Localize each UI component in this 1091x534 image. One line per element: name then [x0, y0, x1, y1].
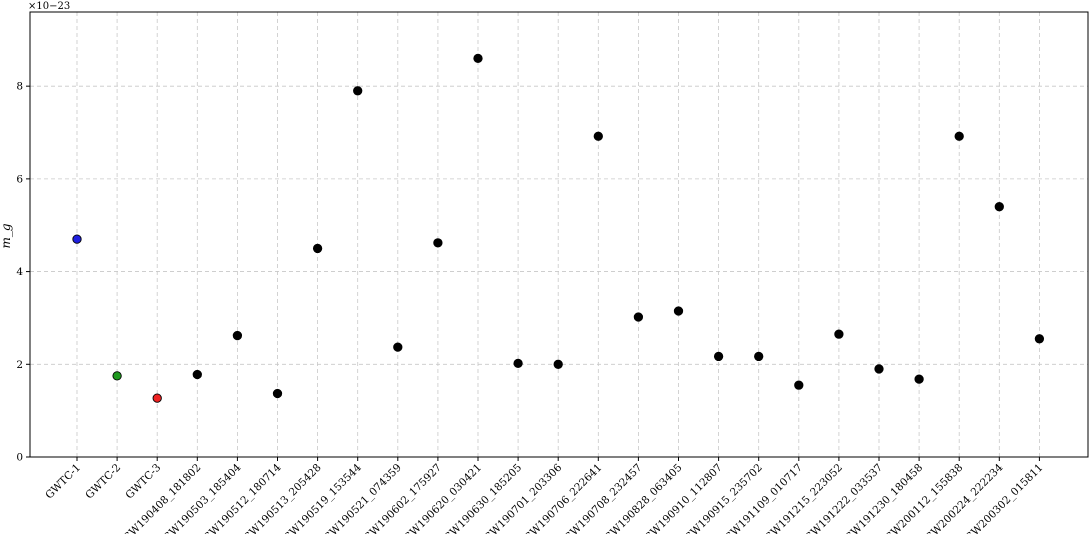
y-tick-label: 0	[16, 452, 23, 464]
data-point	[994, 202, 1004, 212]
y-axis: 0 2 4 6 8	[16, 81, 30, 464]
data-point	[794, 380, 804, 390]
y-tick-label: 2	[16, 359, 23, 371]
data-point	[433, 238, 443, 248]
data-point	[513, 358, 523, 369]
grid	[30, 12, 1088, 458]
x-tick-label: GWTC-3	[123, 462, 163, 502]
data-point	[192, 369, 202, 380]
data-point	[112, 371, 122, 381]
data-point	[713, 351, 724, 362]
data-point	[593, 131, 603, 141]
data-point	[673, 306, 684, 316]
data-point	[72, 234, 82, 244]
y-tick-label: 8	[16, 81, 23, 93]
data-point	[754, 351, 764, 362]
y-axis-label: m_g	[0, 223, 13, 248]
data-point	[1034, 334, 1045, 344]
data-point	[834, 329, 844, 339]
data-point	[393, 342, 403, 352]
y-tick-label: 4	[16, 266, 23, 278]
data-point	[954, 131, 964, 141]
data-point	[312, 243, 323, 254]
data-point	[473, 53, 483, 64]
y-scale-label: ×10−23	[28, 1, 70, 12]
data-point	[874, 364, 884, 374]
data-point	[272, 388, 283, 399]
x-tick-label: GWTC-1	[43, 462, 83, 502]
data-point	[553, 359, 563, 369]
y-tick-label: 6	[16, 173, 23, 185]
data-point	[232, 330, 243, 341]
x-axis: GWTC-1 GWTC-2 GWTC-3GW190408_181802GW19050…	[43, 457, 1046, 534]
data-point	[633, 312, 644, 322]
data-point	[353, 86, 363, 96]
data-point	[914, 374, 924, 384]
data-points	[72, 53, 1045, 403]
x-tick-label: GWTC-2	[83, 462, 123, 502]
plot-frame	[29, 11, 1089, 458]
data-point	[152, 393, 162, 403]
